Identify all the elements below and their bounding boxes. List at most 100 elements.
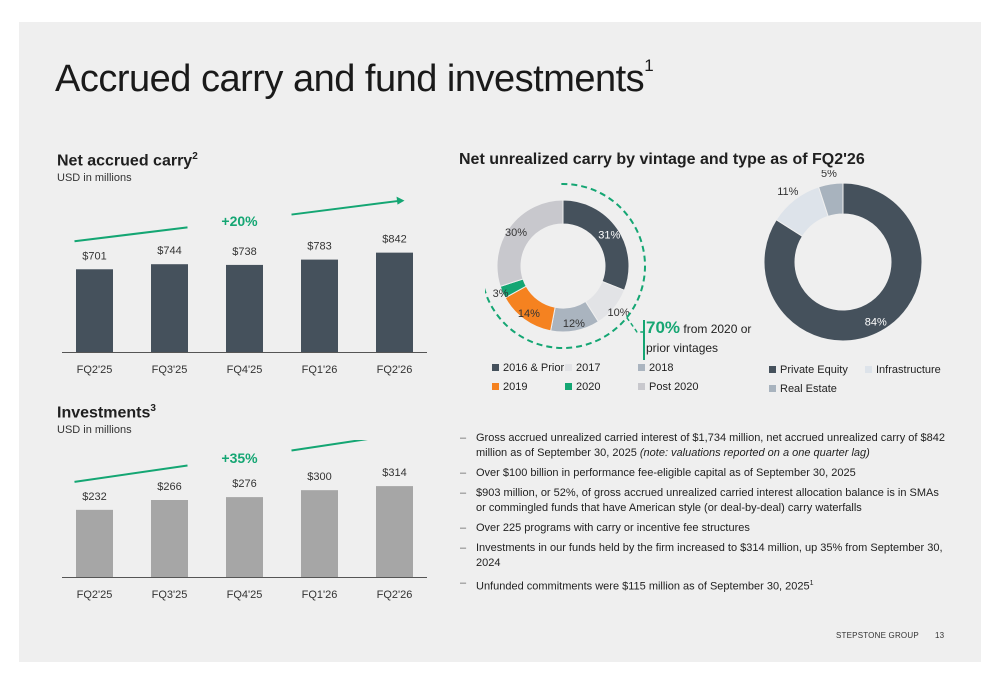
legend-label: 2020: [576, 381, 601, 393]
net-accrued-carry-chart: $701 FQ2'25 $744 FQ3'25 $738 FQ4'25 $783 FQ1'26…: [62, 196, 427, 376]
bar-value-label: $314: [382, 467, 406, 479]
callout-line2: prior vintages: [646, 341, 719, 355]
bullet-text: Over 225 programs with carry or incentiv…: [476, 522, 750, 534]
donut-slice-label: 3%: [493, 288, 509, 300]
legend-label: 2016 & Prior: [503, 362, 565, 374]
bar-value-label: $701: [82, 250, 106, 262]
bullet-dash: –: [460, 522, 467, 534]
donut-slice-2: [817, 182, 844, 217]
legend-swatch: [865, 366, 872, 373]
vintage-bracket-leader: [626, 317, 643, 333]
legend-item: 2017: [565, 362, 600, 374]
x-tick-label: FQ2'26: [377, 589, 413, 601]
bullet-footnote-ref: 1: [809, 580, 814, 587]
x-tick-label: FQ3'25: [152, 364, 188, 376]
legend-label: 2017: [576, 362, 601, 374]
callout-value: 70%: [646, 318, 681, 337]
bullet-note: (note: valuations reported on a one quar…: [639, 447, 870, 459]
legend-swatch: [769, 366, 776, 373]
legend-item: 2016 & Prior: [492, 362, 564, 374]
donut-slice-label: 31%: [598, 230, 620, 242]
donut-slice-label: 5%: [821, 170, 837, 180]
legend-label: 2019: [503, 381, 528, 393]
bar-4: [376, 252, 413, 352]
bullet-text: Investments in our funds held by the fir…: [476, 542, 943, 569]
bar-2: [226, 264, 263, 352]
bar-2: [226, 497, 263, 577]
legend-swatch: [638, 383, 645, 390]
footer-company: STEPSTONE GROUP: [836, 631, 919, 640]
x-tick-label: FQ2'26: [377, 364, 413, 376]
type-donut-chart: 84% 11% 5%: [763, 170, 923, 342]
bullet-dash: –: [460, 542, 467, 554]
donut-slice-0: [763, 182, 923, 342]
donut-slice-label: 10%: [607, 307, 629, 319]
bullet-dash: –: [460, 577, 467, 589]
legend-swatch: [492, 383, 499, 390]
legend-label: Real Estate: [780, 383, 837, 395]
vintage-donut-chart: 31% 10% 12% 14% 3% 30%: [485, 183, 646, 360]
legend-item: Real Estate: [769, 383, 837, 395]
net-accrued-carry-subtitle: USD in millions: [57, 172, 132, 184]
legend-item: 2020: [565, 381, 600, 393]
investments-subtitle: USD in millions: [57, 424, 132, 436]
donut-slice-label: 84%: [865, 317, 887, 329]
x-tick-label: FQ4'25: [227, 364, 263, 376]
donut-slice-label: 14%: [518, 308, 540, 320]
bar-value-label: $738: [232, 246, 256, 258]
page-title: Accrued carry and fund investments1: [55, 56, 654, 100]
legend-swatch: [638, 364, 645, 371]
legend-item: 2018: [638, 362, 673, 374]
bullet-text: Over $100 billion in performance fee-eli…: [476, 467, 856, 479]
legend-swatch: [492, 364, 499, 371]
bullet-dash: –: [460, 487, 467, 499]
growth-arrow-left: [74, 464, 188, 483]
bullet-dash: –: [460, 467, 467, 479]
bar-value-label: $300: [307, 471, 331, 483]
donut-slice-5: [496, 199, 564, 288]
donut-slice-label: 11%: [777, 186, 798, 198]
bar-4: [376, 486, 413, 577]
legend-item: Private Equity: [769, 364, 848, 376]
footer-page-number: 13: [935, 631, 945, 640]
bar-1: [151, 264, 188, 352]
x-tick-label: FQ3'25: [152, 589, 188, 601]
bar-value-label: $783: [307, 241, 331, 253]
growth-arrow-right: [291, 199, 399, 216]
bar-value-label: $232: [82, 491, 106, 503]
growth-label: +20%: [221, 213, 258, 229]
legend-item: Post 2020: [638, 381, 699, 393]
x-tick-label: FQ2'25: [77, 364, 113, 376]
donut-slice-label: 30%: [505, 227, 527, 239]
legend-swatch: [565, 364, 572, 371]
bullet-item: – Over 225 programs with carry or incenti…: [460, 521, 950, 536]
bullet-item: – Gross accrued unrealized carried intere…: [460, 431, 950, 461]
net-unrealized-carry-title: Net unrealized carry by vintage and type…: [459, 151, 865, 168]
bullet-text: Gross accrued unrealized carried interes…: [476, 432, 945, 459]
investments-chart: $232 FQ2'25 $266 FQ3'25 $276 FQ4'25 $300 FQ1'26…: [62, 440, 427, 601]
bullet-item: – $903 million, or 52%, of gross accrued …: [460, 486, 950, 516]
callout-line1: from 2020 or: [683, 322, 752, 336]
bar-value-label: $276: [232, 478, 256, 490]
bar-value-label: $744: [157, 245, 181, 257]
legend-item: 2019: [492, 381, 527, 393]
x-tick-label: FQ1'26: [302, 589, 338, 601]
legend-item: Infrastructure: [865, 364, 941, 376]
bullet-item: – Over $100 billion in performance fee-el…: [460, 466, 950, 481]
legend-label: Post 2020: [649, 381, 699, 393]
legend-swatch: [565, 383, 572, 390]
bullet-item: – Unfunded commitments were $115 million …: [460, 576, 950, 595]
bar-0: [76, 509, 113, 577]
key-points-list: – Gross accrued unrealized carried intere…: [460, 431, 950, 600]
growth-arrow-right: [291, 440, 368, 452]
vintage-callout: 70% from 2020 or prior vintages: [646, 318, 751, 358]
bar-3: [301, 259, 338, 352]
donut-slice-0: [562, 199, 630, 291]
growth-label: +35%: [221, 450, 258, 466]
x-tick-label: FQ1'26: [302, 364, 338, 376]
bar-value-label: $266: [157, 481, 181, 493]
legend-label: 2018: [649, 362, 674, 374]
bar-3: [301, 490, 338, 577]
x-tick-label: FQ2'25: [77, 589, 113, 601]
bar-0: [76, 269, 113, 352]
